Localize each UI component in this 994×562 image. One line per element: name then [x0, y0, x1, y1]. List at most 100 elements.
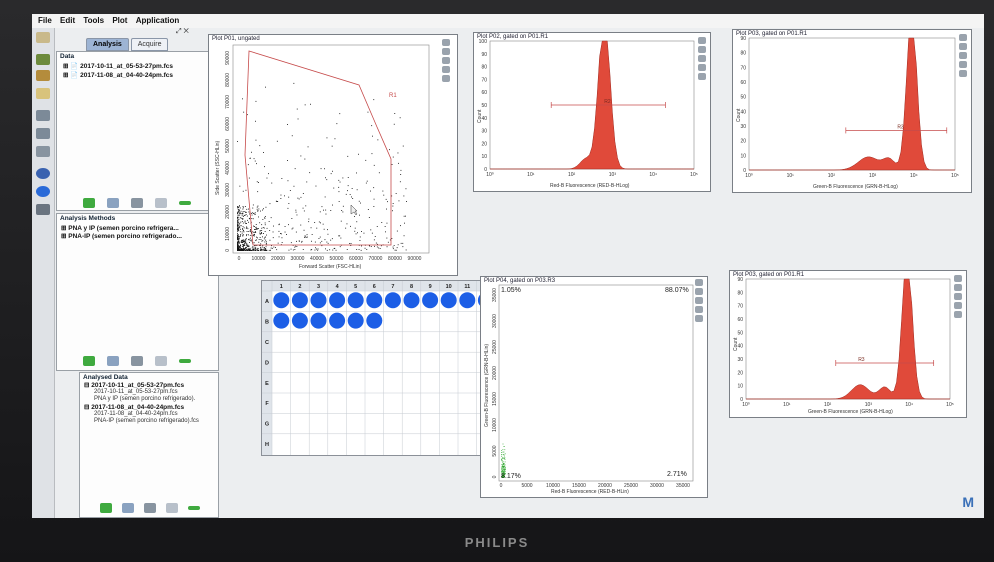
export-method-button[interactable] [155, 356, 167, 366]
print-icon[interactable] [695, 297, 703, 304]
copy-icon[interactable] [442, 48, 450, 55]
save-method-button[interactable] [107, 356, 119, 366]
plot-p05[interactable]: Plot P03, gated on P01.R1 R3 10⁰ 10¹ 10² 10³… [729, 270, 967, 418]
gate-icon[interactable] [959, 61, 967, 68]
save-data-button[interactable] [107, 198, 119, 208]
analysed-group-2[interactable]: ⊟ 2017-11-08_at_04-40-24pm.fcs [84, 404, 185, 411]
settings-icon[interactable] [442, 75, 450, 82]
analysed-child-2a[interactable]: 2017-11-08_at_04-40-24pm.fcs [94, 411, 178, 417]
print-icon[interactable] [698, 55, 706, 62]
zoom-icon[interactable] [442, 39, 450, 46]
copy-icon[interactable] [698, 46, 706, 53]
remove-method-button[interactable] [179, 359, 191, 363]
well-sample-A8[interactable] [403, 292, 420, 309]
globe-icon[interactable] [36, 168, 50, 179]
settings-icon[interactable] [959, 70, 967, 77]
well-sample-A7[interactable] [384, 292, 401, 309]
gate-icon[interactable] [954, 302, 962, 309]
copy-method-button[interactable] [131, 356, 143, 366]
method-item-1[interactable]: ⊞ PNA y IP (semen porcino refrigera... [61, 225, 179, 232]
plot-p02[interactable]: Plot P02, gated on P01.R1 R2 10⁰ 10¹ 10² 10³… [473, 32, 711, 192]
well-sample-A11[interactable] [459, 292, 476, 309]
print-icon[interactable] [959, 52, 967, 59]
add-analysed-button[interactable] [100, 503, 112, 513]
instrument-icon[interactable] [36, 54, 50, 65]
scatter-point [314, 241, 316, 243]
scatter-point [255, 100, 257, 102]
scatter-point [396, 247, 398, 249]
menu-application[interactable]: Application [135, 16, 180, 25]
export-icon[interactable] [36, 88, 50, 99]
scatter-point [501, 473, 503, 475]
list-icon[interactable] [36, 110, 50, 121]
copy-icon[interactable] [954, 284, 962, 291]
settings-icon[interactable] [695, 315, 703, 322]
analysed-child-2b[interactable]: PNA-IP (semen porcino refrigerado).fcs [94, 418, 199, 424]
save-analysed-button[interactable] [122, 503, 134, 513]
gate-icon[interactable] [442, 66, 450, 73]
scatter-point [245, 242, 247, 244]
data-file-1[interactable]: ⊞ 📄 2017-10-11_at_05-53-27pm.fcs [63, 63, 174, 70]
plot-p01[interactable]: Plot P01, ungated R1 0 10000 20000 30000 400… [208, 34, 458, 276]
info-icon[interactable] [36, 186, 50, 197]
table-icon[interactable] [36, 128, 50, 139]
analysed-child-1a[interactable]: 2017-10-11_at_05-53-27pm.fcs [94, 389, 178, 395]
settings-icon[interactable] [954, 311, 962, 318]
copy-data-button[interactable] [131, 198, 143, 208]
analysed-child-1b[interactable]: PNA y IP (semen porcino refrigerado). [94, 396, 196, 402]
well-sample-A4[interactable] [329, 292, 346, 309]
well-sample-B3[interactable] [310, 312, 327, 329]
well-sample-A9[interactable] [422, 292, 439, 309]
well-sample-B2[interactable] [291, 312, 308, 329]
settings-icon[interactable] [698, 73, 706, 80]
well-sample-A2[interactable] [291, 292, 308, 309]
scatter-point [373, 164, 375, 166]
copy-analysed-button[interactable] [144, 503, 156, 513]
tab-acquire[interactable]: Acquire [130, 38, 169, 51]
users-icon[interactable] [36, 70, 50, 81]
well-sample-B5[interactable] [347, 312, 364, 329]
copy-icon[interactable] [959, 43, 967, 50]
folder-icon[interactable] [36, 32, 50, 43]
printer-icon[interactable] [36, 204, 50, 215]
menu-tools[interactable]: Tools [83, 16, 105, 25]
gate-icon[interactable] [695, 306, 703, 313]
well-sample-A3[interactable] [310, 292, 327, 309]
scatter-point [321, 240, 323, 242]
grid-icon[interactable] [36, 146, 50, 157]
plot-p03[interactable]: Plot P03, gated on P01.R1 R3 10⁰ 10¹ 10² 10³… [732, 29, 972, 193]
menu-edit[interactable]: Edit [60, 16, 76, 25]
export-data-button[interactable] [155, 198, 167, 208]
well-sample-B6[interactable] [366, 312, 383, 329]
tab-analysis[interactable]: Analysis [86, 38, 129, 51]
menu-plot[interactable]: Plot [112, 16, 128, 25]
print-icon[interactable] [954, 293, 962, 300]
print-icon[interactable] [442, 57, 450, 64]
zoom-icon[interactable] [959, 34, 967, 41]
scatter-point [310, 103, 311, 105]
analysed-group-1[interactable]: ⊟ 2017-10-11_at_05-53-27pm.fcs [84, 382, 185, 389]
zoom-icon[interactable] [954, 275, 962, 282]
well-sample-A1[interactable] [273, 292, 290, 309]
data-file-2[interactable]: ⊞ 📄 2017-11-08_at_04-40-24pm.fcs [63, 72, 174, 79]
gate-icon[interactable] [698, 64, 706, 71]
zoom-icon[interactable] [695, 279, 703, 286]
add-data-button[interactable] [83, 198, 95, 208]
menu-file[interactable]: File [38, 16, 52, 25]
plot-p04[interactable]: Plot P04, gated on P03.R3 0 5000 10000 1500… [480, 276, 708, 498]
well-sample-A5[interactable] [347, 292, 364, 309]
add-method-button[interactable] [83, 356, 95, 366]
panel-close-icon[interactable]: ⤢ ✕ [176, 28, 189, 35]
zoom-icon[interactable] [698, 37, 706, 44]
well-sample-B1[interactable] [273, 312, 290, 329]
export-analysed-button[interactable] [166, 503, 178, 513]
well-sample-A10[interactable] [440, 292, 457, 309]
method-item-2[interactable]: ⊞ PNA-IP (semen porcino refrigerado... [61, 233, 182, 240]
well-sample-A6[interactable] [366, 292, 383, 309]
remove-data-button[interactable] [179, 201, 191, 205]
copy-icon[interactable] [695, 288, 703, 295]
remove-analysed-button[interactable] [188, 506, 200, 510]
well-sample-B4[interactable] [329, 312, 346, 329]
scatter-point [294, 246, 296, 248]
gate-r1[interactable] [244, 50, 392, 246]
